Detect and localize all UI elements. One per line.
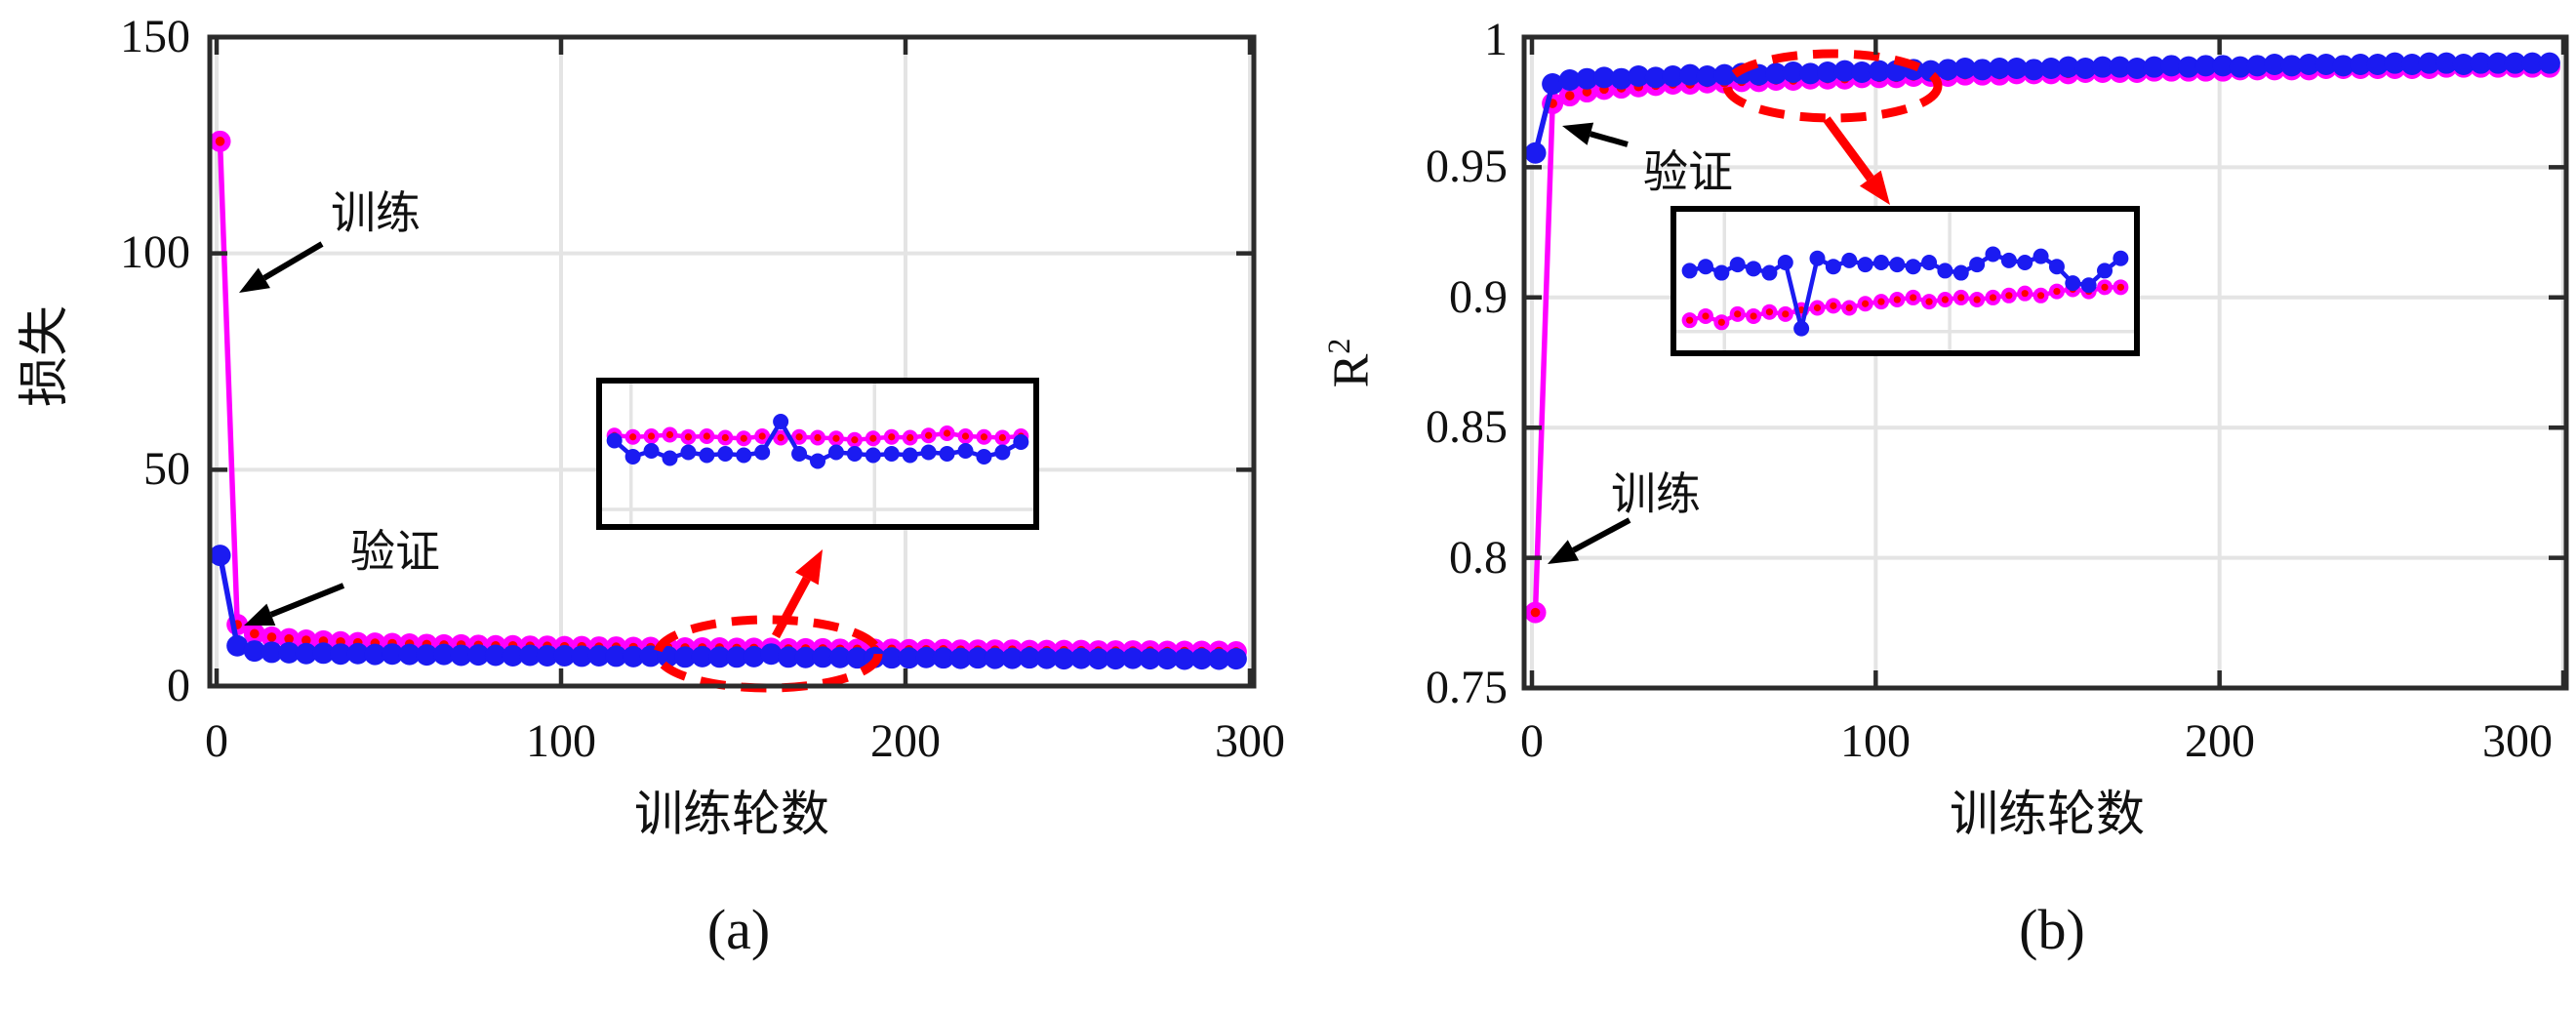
- chart-b-val-annotation: 验证: [1643, 147, 1733, 197]
- chart-b-ytick-1: 1: [1484, 14, 1508, 65]
- chart-b-zoom-ellipse: [1722, 49, 1943, 123]
- chart-b-plot: [1521, 34, 2569, 691]
- chart-b-train-annotation: 训练: [1611, 469, 1701, 519]
- chart-a-grid: [210, 35, 1254, 688]
- chart-b-inset: [1670, 206, 2140, 356]
- chart-a-y-axis-label: 损失: [18, 305, 73, 408]
- chart-a-annotation-arrows: [239, 241, 345, 626]
- chart-b-tick-marks: [1524, 34, 2566, 691]
- chart-a-xtick-0: 0: [205, 715, 228, 767]
- chart-a-ytick-0: 0: [167, 660, 190, 711]
- chart-b-grid: [1524, 35, 2566, 690]
- chart-b-ytick-095: 0.95: [1426, 141, 1508, 192]
- chart-a-frame: [207, 34, 1257, 689]
- chart-a-zoom-arrow: [772, 549, 823, 639]
- chart-b-caption: (b): [2019, 898, 2085, 961]
- chart-b-ytick-08: 0.8: [1449, 532, 1508, 584]
- chart-b-annotation-arrows: [1548, 122, 1631, 564]
- chart-b-series-val: [1524, 52, 2560, 164]
- chart-b-ytick-075: 0.75: [1426, 662, 1508, 713]
- chart-b-ytick-085: 0.85: [1426, 401, 1508, 453]
- chart-b-xtick-0: 0: [1520, 715, 1544, 767]
- chart-a-ytick-150: 150: [120, 11, 190, 62]
- chart-a-ytick-100: 100: [120, 226, 190, 278]
- chart-a-val-annotation: 验证: [350, 527, 440, 577]
- chart-b-frame: [1521, 34, 2569, 691]
- chart-a-tick-marks: [210, 34, 1254, 689]
- chart-a-xtick-100: 100: [526, 715, 596, 767]
- chart-b-y-axis-label: R2: [1321, 338, 1380, 388]
- chart-a-zoom-ellipse: [653, 615, 883, 693]
- chart-a-ytick-50: 50: [143, 443, 190, 495]
- chart-a-train-annotation: 训练: [331, 188, 421, 238]
- chart-b-xtick-300: 300: [2482, 715, 2553, 767]
- chart-a-series-val: [209, 545, 1247, 670]
- chart-a-x-axis-label: 训练轮数: [634, 787, 829, 841]
- chart-b-xtick-100: 100: [1840, 715, 1911, 767]
- chart-b-ytick-09: 0.9: [1449, 271, 1508, 323]
- chart-b-ylabel-superscript: 2: [1321, 338, 1356, 354]
- chart-a-xtick-200: 200: [870, 715, 941, 767]
- chart-a-xtick-300: 300: [1215, 715, 1285, 767]
- chart-a-plot: [207, 34, 1257, 693]
- chart-b-xtick-200: 200: [2185, 715, 2255, 767]
- chart-a-inset: [596, 378, 1039, 530]
- chart-b-x-axis-label: 训练轮数: [1950, 787, 2145, 841]
- chart-a-caption: (a): [706, 898, 771, 961]
- chart-b-zoom-arrow: [1823, 116, 1890, 205]
